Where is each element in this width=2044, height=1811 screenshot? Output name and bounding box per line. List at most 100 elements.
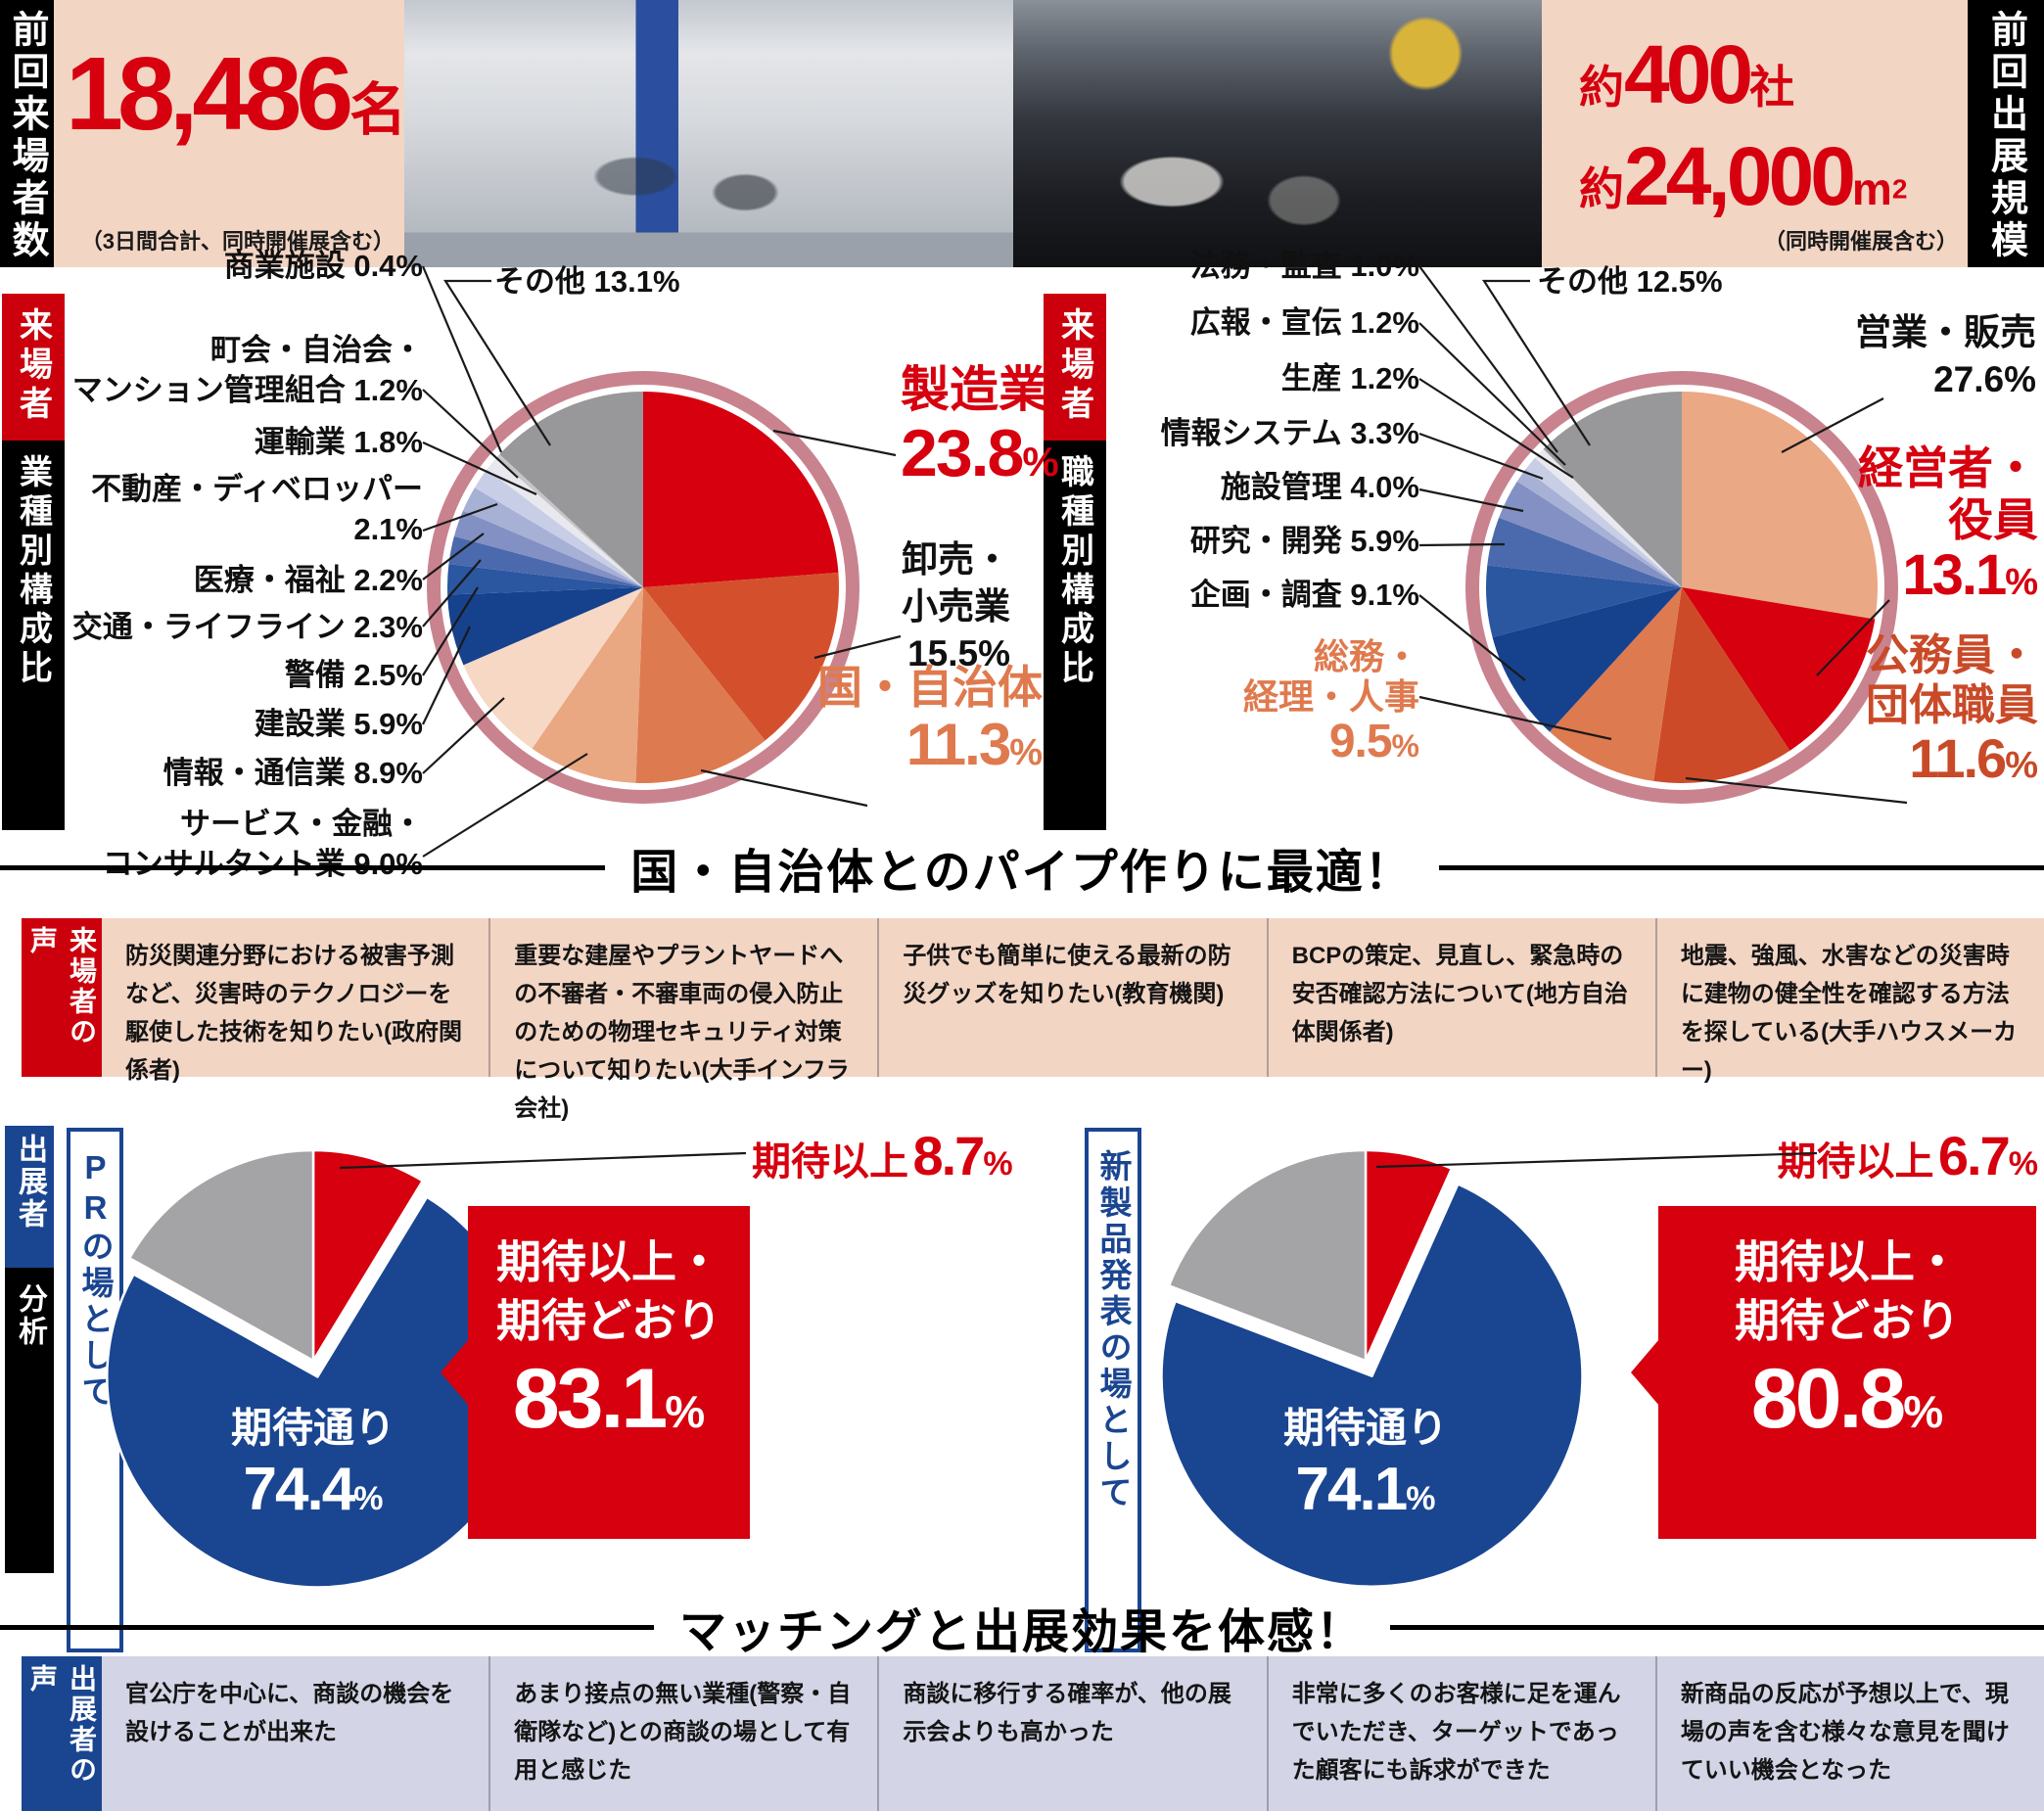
previous-visitors-panel: 18,486名 （3日間合計、同時開催展含む）	[54, 0, 407, 267]
newproduct-above-expectation-label: 期待以上 6.7%	[1777, 1125, 2038, 1186]
photo-exhibition-booth	[404, 0, 1013, 267]
banner-matching: マッチングと出展効果を体感！	[0, 1598, 2044, 1658]
pie-chart-pr-venue	[106, 1148, 530, 1589]
photo-equipment-demo	[1013, 0, 1542, 267]
pie-label-infosystem: 情報システム 3.3%	[1160, 416, 1419, 450]
visitor-voice-item: 重要な建屋やプラントヤードへの不審者・不審車両の侵入防止のための物理セキュリティ…	[488, 918, 877, 1122]
exhibitor-sidebar-top: 出展者	[5, 1126, 54, 1268]
pie-slice-法務・監査	[1534, 448, 1682, 587]
pie-label-security: 警備 2.5%	[284, 658, 423, 692]
pie-slice-サービス・金融・コンサルタント業	[532, 587, 643, 783]
pie-label-other-occupation: その他 12.5%	[1537, 264, 1723, 299]
pie-slice-卸売・小売業	[643, 572, 839, 741]
exhibitor-voice-item: あまり接点の無い業種(警察・自衛隊など)との商談の場として有用と感じた	[488, 1656, 877, 1811]
pie-slice-営業・販売	[1682, 392, 1878, 620]
pie-slice-製造業	[643, 392, 839, 587]
pie-label-lifeline: 交通・ライフライン 2.3%	[71, 610, 423, 644]
banner-pipe-text: 国・自治体とのパイプ作りに最適！	[630, 847, 1414, 899]
pr-as-expected-label: 期待通り 74.4%	[230, 1405, 395, 1523]
occupation-sidebar-top: 来場者	[1044, 294, 1106, 441]
pie-chart-occupation	[1465, 371, 1898, 804]
exhibitor-voice-item: 商談に移行する確率が、他の展示会よりも高かった	[877, 1656, 1266, 1811]
pie-slice-情報システム	[1499, 481, 1682, 587]
banner-line-right	[1438, 864, 2044, 870]
banner-line-left	[0, 864, 606, 870]
pie-slice-情報・通信業	[463, 587, 643, 749]
pie-slice-期待通り	[1160, 1183, 1584, 1588]
exhibitor-voice-item: 新商品の反応が予想以上で、現場の声を含む様々な意見を聞けていい機会となった	[1654, 1656, 2044, 1811]
header-right-tab-label: 前回出展規模	[1984, 10, 2026, 262]
pie-label-wholesale: 卸売・ 小売業 15.5%	[902, 539, 1010, 674]
exhibitor-voice-boxes: 官公庁を中心に、商談の機会を設けることが出来た あまり接点の無い業種(警察・自衛…	[102, 1656, 2044, 1811]
pie-label-transport: 運輸業 1.8%	[254, 425, 423, 459]
pie-label-it: 情報・通信業 8.9%	[163, 756, 423, 790]
pie-label-construction: 建設業 5.9%	[254, 707, 423, 741]
banner-line-left	[0, 1624, 654, 1630]
pie-slice-警備	[447, 564, 643, 595]
newproduct-combined-callout: 期待以上・ 期待どおり 80.8%	[1658, 1206, 2036, 1539]
pie-label-commercial: 商業施設 0.4%	[223, 249, 423, 283]
exhibitor-voice-item: 非常に多くのお客様に足を運んでいただき、ターゲットであった顧客にも訴求ができた	[1266, 1656, 1655, 1811]
pie-slice-建設業	[447, 587, 643, 666]
exhibit-area-note: （同時開催展含む）	[1763, 229, 1958, 254]
pie-label-service: サービス・金融・ コンサルタント業 9.0%	[102, 807, 423, 881]
pie-slice-医療・福祉	[453, 510, 643, 587]
visitor-voice-boxes: 防災関連分野における被害予測など、災害時のテクノロジーを駆使した技術を知りたい(…	[102, 918, 2044, 1122]
pie-label-realestate: 不動産・ディベロッパー 2.1%	[91, 472, 423, 546]
pie-slice-不動産・ディベロッパー	[462, 488, 643, 587]
exhibitor-voice-item: 官公庁を中心に、商談の機会を設けることが出来た	[125, 1681, 454, 1745]
pie-label-planning: 企画・調査 9.1%	[1189, 578, 1419, 612]
pie-slice-交通・ライフライン	[448, 535, 643, 587]
pie-label-publicity: 広報・宣伝 1.2%	[1189, 305, 1419, 340]
exhibit-area: 約24,000m2	[1579, 130, 1908, 222]
pie-slice-unlabeled	[1167, 1148, 1368, 1363]
pr-above-expectation-label: 期待以上 8.7%	[752, 1125, 1013, 1186]
pie-slice-研究・開発	[1486, 565, 1682, 637]
banner-pipe: 国・自治体とのパイプ作りに最適！	[0, 838, 2044, 899]
pie-label-sales: 営業・販売 27.6%	[1855, 312, 2036, 400]
header-left-tab: 前回来場者数	[0, 0, 54, 267]
newproduct-venue-tag: 新製品発表の場として	[1085, 1128, 1141, 1652]
exhibitor-sidebar-bottom: 分析	[5, 1268, 54, 1573]
pie-slice-広報・宣伝	[1525, 457, 1682, 587]
pie-label-soumu: 総務・ 経理・人事 9.5%	[1242, 636, 1419, 767]
pie-label-legal: 法務・監査 1.0%	[1189, 249, 1419, 283]
pie-label-public-servant: 公務員・ 団体職員 11.6%	[1866, 631, 2038, 790]
banner-matching-text: マッチングと出展効果を体感！	[679, 1606, 1366, 1658]
pie-slice-施設管理	[1487, 517, 1682, 587]
newproduct-as-expected-label: 期待通り 74.1%	[1282, 1405, 1448, 1523]
industry-sidebar-top: 来場者	[2, 294, 65, 441]
visitor-count-note: （3日間合計、同時開催展含む）	[80, 229, 395, 254]
pie-slice-運輸業	[474, 469, 643, 587]
header-left-tab-label: 前回来場者数	[6, 10, 47, 262]
visitor-voice-item: 子供でも簡単に使える最新の防災グッズを知りたい(教育機関)	[877, 918, 1266, 1077]
previous-scale-panel: 約400社 約24,000m2 （同時開催展含む）	[1542, 0, 1968, 267]
pie-chart-newproduct-venue	[1160, 1148, 1584, 1588]
visitor-voice-sidebar: 来場者の声	[22, 918, 102, 1077]
header-right-tab: 前回出展規模	[1968, 0, 2044, 267]
exhibitor-voice-sidebar: 出展者の声	[22, 1656, 102, 1811]
pie-label-medical: 医療・福祉 2.2%	[193, 563, 423, 597]
pie-chart-industry	[427, 371, 859, 804]
occupation-sidebar-bottom: 職種別構成比	[1044, 441, 1106, 830]
pr-combined-callout: 期待以上・ 期待どおり 83.1%	[468, 1206, 750, 1539]
pie-slice-公務員・団体職員	[1653, 587, 1790, 783]
visitor-voice-item: 防災関連分野における被害予測など、災害時のテクノロジーを駆使した技術を知りたい(…	[125, 943, 462, 1084]
pie-label-executive: 経営者・ 役員 13.1%	[1858, 442, 2038, 607]
pie-label-other-industry: その他 13.1%	[494, 264, 680, 299]
pie-label-neighborhood: 町会・自治会・ マンション管理組合 1.2%	[71, 333, 423, 407]
pie-label-rnd: 研究・開発 5.9%	[1189, 524, 1419, 558]
pie-slice-国・自治体	[635, 587, 766, 783]
pie-slice-生産	[1516, 469, 1682, 587]
pie-label-manufacturing: 製造業 23.8%	[901, 362, 1059, 490]
exhibitor-count: 約400社	[1579, 28, 1795, 120]
pie-slice-企画・調査	[1492, 587, 1682, 732]
visitor-voice-item: 地震、強風、水害などの災害時に建物の健全性を確認する方法を探している(大手ハウス…	[1654, 918, 2044, 1084]
pie-slice-unlabeled	[127, 1148, 315, 1363]
pie-label-government: 国・自治体 11.3%	[817, 662, 1043, 777]
pie-label-production: 生産 1.2%	[1280, 361, 1419, 395]
visitor-count: 18,486名	[66, 36, 407, 152]
pie-label-facility: 施設管理 4.0%	[1220, 470, 1419, 504]
industry-sidebar-bottom: 業種別構成比	[2, 441, 65, 830]
